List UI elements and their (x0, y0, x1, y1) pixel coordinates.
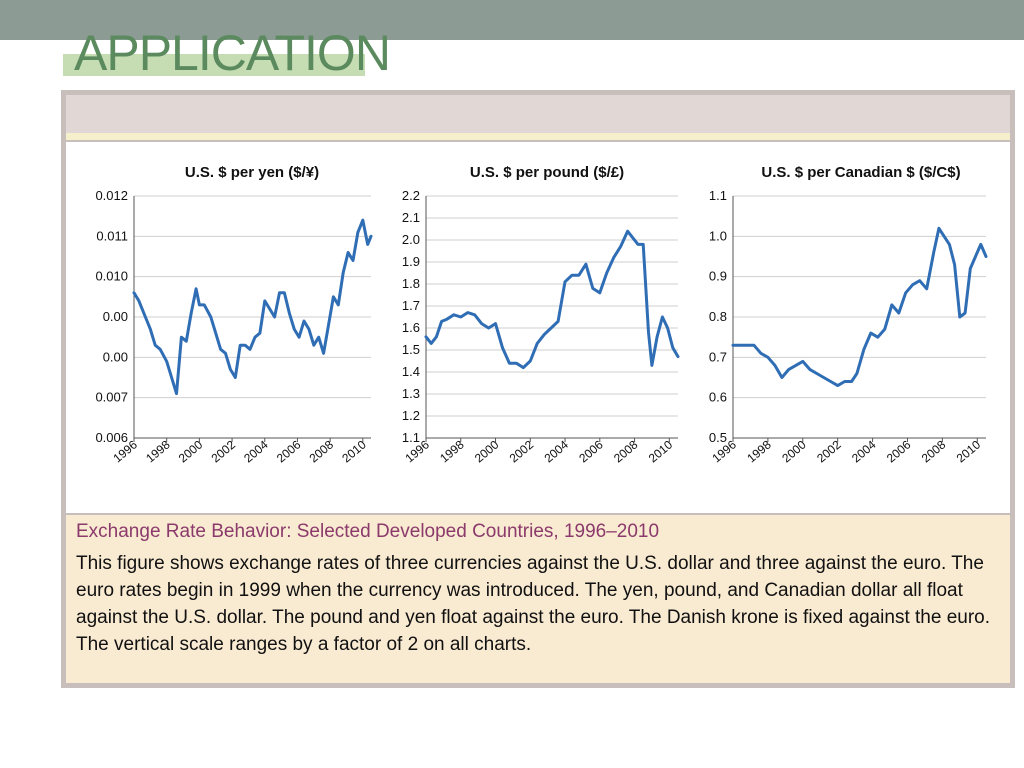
y-tick-label: 1.2 (402, 408, 420, 423)
x-tick-label: 2010 (954, 437, 984, 465)
x-tick-label: 2002 (814, 437, 844, 465)
x-tick-label: 2004 (542, 437, 572, 465)
x-tick-label: 2000 (779, 437, 809, 465)
y-tick-label: 0.010 (95, 269, 128, 284)
y-tick-label: 0.6 (709, 390, 727, 405)
top-banner (0, 0, 1024, 40)
y-tick-label: 1.0 (709, 228, 727, 243)
series-line (731, 226, 988, 388)
y-tick-label: 0.8 (709, 309, 727, 324)
caption-box (66, 515, 1010, 683)
x-tick-label: 2008 (611, 437, 641, 465)
y-tick-label: 0.7 (709, 349, 727, 364)
y-tick-label: 0.00 (103, 309, 128, 324)
caption-title: Exchange Rate Behavior: Selected Develop… (76, 521, 660, 542)
y-tick-label: 0.012 (95, 188, 128, 203)
slide-title: APPLICATION (74, 25, 391, 81)
y-tick-label: 0.007 (95, 390, 128, 405)
y-tick-label: 1.1 (709, 188, 727, 203)
x-tick-label: 2010 (646, 437, 676, 465)
x-tick-label: 2002 (209, 437, 239, 465)
y-tick-label: 0.011 (96, 228, 128, 243)
y-tick-label: 1.6 (402, 320, 420, 335)
x-tick-label: 2002 (507, 437, 537, 465)
x-tick-label: 2000 (472, 437, 502, 465)
figure-accent-strip (66, 133, 1010, 140)
y-tick-label: 1.4 (402, 364, 420, 379)
y-tick-label: 0.5 (709, 430, 727, 445)
y-tick-label: 1.1 (402, 430, 420, 445)
chart-title: U.S. $ per pound ($/£) (470, 164, 624, 181)
chart-title: U.S. $ per Canadian $ ($/C$) (761, 164, 960, 181)
x-tick-label: 2010 (339, 437, 369, 465)
y-tick-label: 0.9 (709, 269, 727, 284)
x-tick-label: 2006 (884, 437, 914, 465)
x-tick-label: 2006 (576, 437, 606, 465)
y-tick-label: 1.3 (402, 386, 420, 401)
y-tick-label: 1.7 (402, 298, 420, 313)
chart-title: U.S. $ per yen ($/¥) (185, 164, 319, 181)
y-tick-label: 2.2 (402, 188, 420, 203)
y-tick-label: 0.006 (95, 430, 128, 445)
title-accent-bar (63, 54, 365, 76)
y-tick-label: 1.5 (402, 342, 420, 357)
y-tick-label: 1.8 (402, 276, 420, 291)
y-tick-label: 2.0 (402, 232, 420, 247)
x-tick-label: 1998 (744, 437, 774, 465)
y-tick-label: 0.00 (103, 349, 128, 364)
x-tick-label: 2006 (274, 437, 304, 465)
y-tick-label: 2.1 (402, 210, 420, 225)
x-tick-label: 2008 (919, 437, 949, 465)
x-tick-label: 1998 (143, 437, 173, 465)
series-line (132, 218, 373, 396)
caption-body: This figure shows exchange rates of thre… (76, 553, 991, 655)
x-tick-label: 2004 (849, 437, 879, 465)
x-tick-label: 2008 (307, 437, 337, 465)
exchange-rate-charts: U.S. $ per yen ($/¥) 0.006 0.007 0.00 0.00 0.… (95, 164, 988, 465)
figure-header-band (66, 95, 1010, 133)
series-line (424, 229, 680, 370)
x-tick-label: 1998 (437, 437, 467, 465)
y-tick-label: 1.9 (402, 254, 420, 269)
x-tick-label: 2000 (176, 437, 206, 465)
x-tick-label: 2004 (241, 437, 271, 465)
